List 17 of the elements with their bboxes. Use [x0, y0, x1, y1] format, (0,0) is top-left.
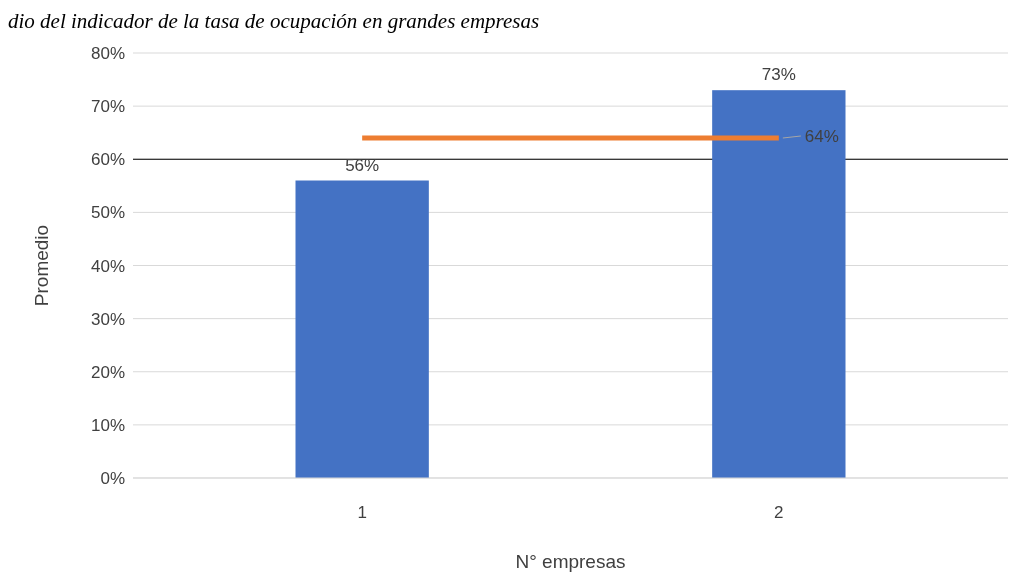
y-tick-label: 0%: [100, 469, 125, 488]
chart-title: dio del indicador de la tasa de ocupación en grandes empresas: [8, 9, 540, 33]
y-tick-label: 10%: [90, 415, 125, 435]
x-axis-title: N° empresas: [515, 551, 626, 572]
x-tick-label: 1: [357, 503, 367, 522]
y-tick-label: 30%: [90, 309, 125, 329]
y-tick-label: 40%: [90, 256, 125, 276]
y-axis-title: Promedio: [31, 224, 52, 307]
y-tick-label: 80%: [90, 44, 125, 63]
y-tick-label: 20%: [90, 362, 125, 382]
data-label: 56%: [345, 155, 380, 175]
x-tick-label: 2: [774, 503, 784, 522]
y-tick-label: 70%: [90, 97, 125, 117]
y-tick-label: 50%: [90, 203, 125, 223]
y-tick-label: 60%: [90, 150, 125, 170]
data-label: 73%: [761, 65, 796, 85]
data-label: 64%: [804, 127, 839, 146]
